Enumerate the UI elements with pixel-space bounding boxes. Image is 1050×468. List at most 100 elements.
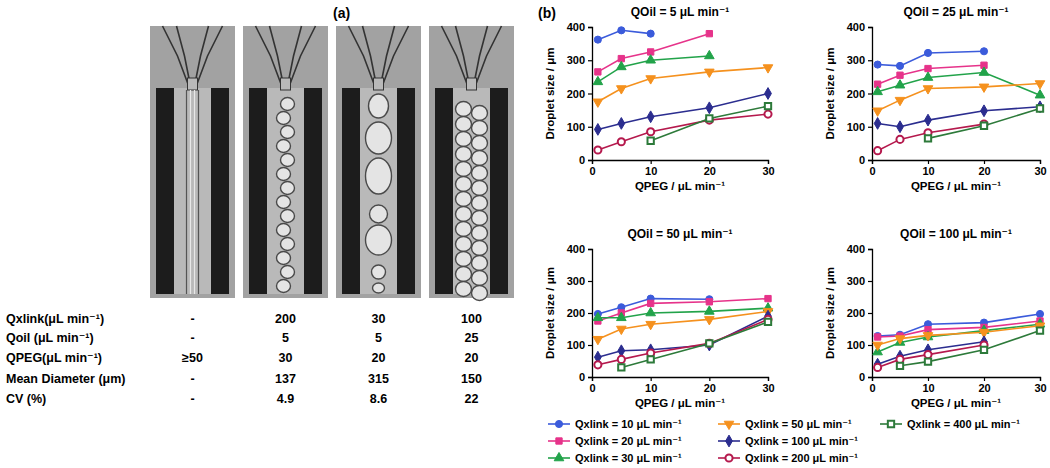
tick-mark: [768, 377, 769, 381]
tick-label: 30: [762, 165, 774, 177]
inlet-channel: [363, 26, 377, 84]
data-point: [925, 65, 931, 71]
series-line: [598, 319, 768, 364]
table-cell: 30: [372, 312, 386, 326]
droplet: [456, 282, 472, 297]
panel-label: (b): [538, 5, 556, 21]
data-point: [765, 88, 772, 100]
y-axis-line: [588, 28, 593, 161]
tick: 200: [847, 307, 872, 319]
legend-entry: Qxlink = 30 μL min⁻¹: [548, 452, 682, 464]
y-axis-line: [588, 250, 593, 378]
nozzle: [374, 78, 384, 90]
droplet: [472, 256, 488, 271]
legend-label: Qxlink = 400 μL min⁻¹: [907, 418, 1020, 430]
tick: 200: [567, 88, 592, 100]
tick: 400: [567, 21, 592, 33]
tick-mark: [868, 249, 872, 250]
tick-mark: [868, 160, 872, 161]
chamber-channel: [360, 88, 397, 294]
tick-label: 10: [922, 165, 934, 177]
chart: 01020300100200300400: [847, 21, 1047, 177]
tick: 30: [1034, 160, 1046, 177]
x-axis: 0102030: [869, 377, 1046, 394]
tick: 400: [847, 243, 872, 255]
data-point: [897, 72, 903, 78]
tick-mark: [868, 127, 872, 128]
tick-mark: [651, 377, 652, 381]
droplet: [456, 177, 472, 192]
data-point: [925, 135, 931, 141]
series-line: [598, 34, 709, 72]
droplet: [281, 182, 295, 195]
tick-mark: [588, 160, 592, 161]
table-cell: 8.6: [370, 392, 387, 406]
x-axis-line: [593, 378, 769, 382]
tick: 20: [704, 377, 716, 394]
tick: 200: [847, 88, 872, 100]
x-axis-line: [873, 161, 1041, 165]
tick-label: 0: [589, 165, 595, 177]
legend-label: Qxlink = 10 μL min⁻¹: [575, 418, 682, 430]
tick-label: 20: [978, 382, 990, 394]
tick-label: 200: [567, 307, 585, 319]
legend-label: Qxlink = 200 μL min⁻¹: [745, 452, 858, 464]
series-line: [878, 84, 1040, 111]
tick: 0: [869, 377, 875, 394]
data-point: [873, 86, 883, 94]
data-point: [874, 364, 881, 371]
inlet-channel: [290, 26, 316, 84]
data-point: [874, 147, 881, 154]
y-axis-line: [868, 28, 873, 161]
data-point: [765, 319, 771, 325]
droplet: [456, 222, 472, 237]
micrograph-bg: [336, 26, 421, 298]
series: [594, 111, 771, 154]
tick-label: 30: [762, 382, 774, 394]
chamber-channel: [453, 88, 490, 294]
chamber-channel: [267, 88, 304, 294]
tick: 100: [847, 339, 872, 351]
inlet-channel: [383, 26, 409, 84]
data-point: [646, 55, 656, 63]
tick-label: 10: [922, 382, 934, 394]
legend-label: Qxlink = 20 μL min⁻¹: [575, 435, 682, 447]
tick-label: 100: [567, 121, 585, 133]
tick: 0: [869, 160, 875, 177]
droplet: [456, 147, 472, 162]
inlet-channel: [456, 26, 470, 84]
y-axis: 0100200300400: [567, 21, 593, 166]
tick-mark: [588, 377, 592, 378]
tick: 10: [922, 377, 934, 394]
table-row-label: Mean Diameter (μm): [6, 372, 125, 386]
table-cell: 5: [282, 331, 289, 345]
tick-label: 400: [847, 21, 865, 33]
data-point: [873, 342, 883, 350]
data-point: [593, 76, 603, 84]
droplet: [472, 286, 488, 301]
tick-mark: [709, 160, 710, 164]
data-point: [705, 69, 715, 77]
chart-title: QOil = 25 μL min⁻¹: [903, 5, 1008, 19]
series: [874, 62, 987, 87]
data-point: [618, 138, 625, 145]
tick-label: 10: [645, 382, 657, 394]
legend-entry: Qxlink = 400 μL min⁻¹: [880, 418, 1020, 430]
x-axis: 0102030: [869, 160, 1046, 177]
droplet: [456, 132, 472, 147]
droplet: [472, 226, 488, 241]
series-line: [928, 108, 1040, 138]
droplet: [277, 196, 291, 209]
data-point: [618, 364, 624, 370]
data-point: [617, 61, 627, 69]
tick-mark: [768, 160, 769, 164]
tick-label: 0: [869, 382, 875, 394]
tick-mark: [868, 27, 872, 28]
x-axis: 0102030: [589, 377, 774, 394]
x-axis-line: [873, 378, 1041, 382]
table-cell: -: [190, 392, 194, 406]
series-line: [651, 106, 768, 141]
data-point: [706, 115, 712, 121]
tick-label: 100: [567, 339, 585, 351]
chamber-wall: [342, 88, 415, 294]
